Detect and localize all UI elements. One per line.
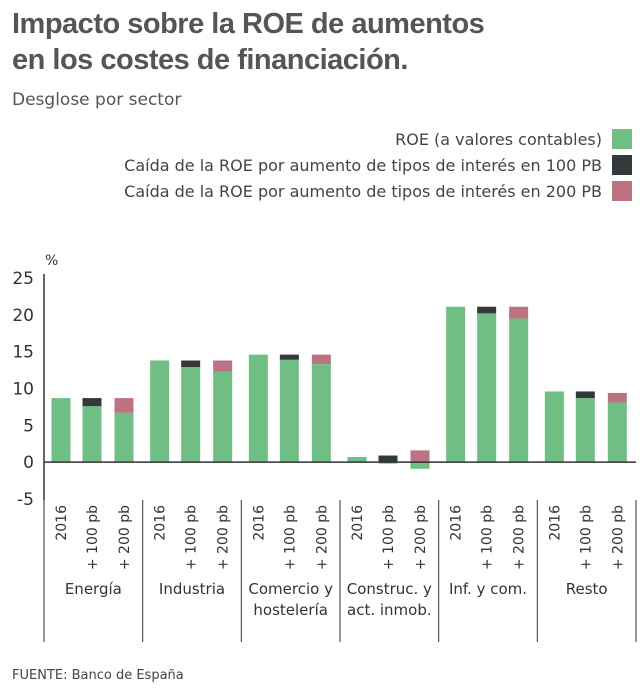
legend-label-roe: ROE (a valores contables) <box>395 129 602 149</box>
legend-swatch-roe <box>612 129 632 149</box>
chart-legend: ROE (a valores contables) Caída de la RO… <box>124 126 632 204</box>
x-tick-label: + 100 pb <box>184 505 200 570</box>
legend-swatch-drop100 <box>612 155 632 175</box>
x-tick-label: + 200 pb <box>413 505 429 570</box>
group-label: hostelería <box>253 601 328 619</box>
x-tick-label: 2016 <box>251 505 267 541</box>
y-tick-label: 5 <box>23 416 34 436</box>
x-tick-label: + 100 pb <box>480 505 496 570</box>
legend-label-drop200: Caída de la ROE por aumento de tipos de … <box>124 181 602 201</box>
y-axis-unit-label: % <box>45 253 58 269</box>
bar-roe <box>213 371 233 463</box>
group-label: Industria <box>159 580 225 598</box>
bar-roe <box>509 318 529 463</box>
legend-label-drop100: Caída de la ROE por aumento de tipos de … <box>124 155 602 175</box>
chart-title-line-1: Impacto sobre la ROE de aumentos <box>12 8 485 40</box>
x-tick-label: + 200 pb <box>610 505 626 570</box>
group-label: Resto <box>566 580 608 598</box>
bar-drop-100pb <box>575 391 595 399</box>
chart-title-line-2: en los costes de financiación. <box>12 44 408 76</box>
bar-drop-100pb <box>279 354 299 360</box>
chart-subtitle: Desglose por sector <box>12 90 182 110</box>
legend-swatch-drop200 <box>612 181 632 201</box>
legend-item-roe: ROE (a valores contables) <box>124 126 632 152</box>
y-tick-label: 20 <box>12 306 34 326</box>
legend-item-drop200: Caída de la ROE por aumento de tipos de … <box>124 178 632 204</box>
x-tick-label: 2016 <box>350 505 366 541</box>
source-note: FUENTE: Banco de España <box>12 668 184 683</box>
bar-drop-200pb <box>607 392 627 403</box>
bar-drop-100pb <box>181 360 201 368</box>
bar-roe <box>248 354 268 463</box>
x-tick-label: + 100 pb <box>381 505 397 570</box>
bar-roe <box>51 398 71 463</box>
y-tick-label: -5 <box>17 490 34 510</box>
bar-drop-200pb <box>311 354 331 365</box>
bar-roe <box>279 359 299 463</box>
x-tick-label: 2016 <box>547 505 563 541</box>
x-tick-label: + 100 pb <box>578 505 594 570</box>
bar-drop-200pb <box>213 360 233 372</box>
bar-drop-100pb <box>82 398 102 407</box>
bar-roe <box>575 398 595 463</box>
group-label: Comercio y <box>248 580 333 598</box>
x-tick-label: 2016 <box>153 505 169 541</box>
bar-roe <box>477 313 497 463</box>
bar-roe <box>347 457 367 463</box>
y-tick-label: 0 <box>23 453 34 473</box>
bar-drop-200pb <box>509 306 529 319</box>
bar-roe <box>82 406 102 463</box>
group-label: Construc. y <box>347 580 432 598</box>
x-tick-label: + 100 pb <box>85 505 101 570</box>
bar-roe <box>544 391 564 463</box>
bar-roe <box>150 360 170 463</box>
x-tick-label: + 200 pb <box>314 505 330 570</box>
bar-roe <box>311 364 331 463</box>
bar-roe <box>181 367 201 463</box>
bar-drop-200pb <box>114 398 134 413</box>
chart-title: Impacto sobre la ROE de aumentos en los … <box>12 6 485 78</box>
group-label: act. inmob. <box>347 601 432 619</box>
bar-roe <box>446 306 466 463</box>
y-tick-label: 25 <box>12 269 34 289</box>
y-tick-label: 10 <box>12 380 34 400</box>
x-tick-label: 2016 <box>54 505 70 541</box>
bar-roe <box>607 402 627 463</box>
bar-drop-200pb <box>410 450 430 463</box>
bar-roe <box>410 462 430 469</box>
group-label: Energía <box>65 580 122 598</box>
x-tick-label: 2016 <box>449 505 465 541</box>
legend-item-drop100: Caída de la ROE por aumento de tipos de … <box>124 152 632 178</box>
x-tick-label: + 200 pb <box>512 505 528 570</box>
bar-drop-100pb <box>378 455 398 463</box>
x-tick-label: + 100 pb <box>282 505 298 570</box>
x-tick-label: + 200 pb <box>216 505 232 570</box>
x-tick-label: + 200 pb <box>117 505 133 570</box>
bar-drop-100pb <box>477 306 497 314</box>
y-tick-label: 15 <box>12 343 34 363</box>
bar-roe <box>114 412 134 463</box>
group-label: Inf. y com. <box>449 580 527 598</box>
